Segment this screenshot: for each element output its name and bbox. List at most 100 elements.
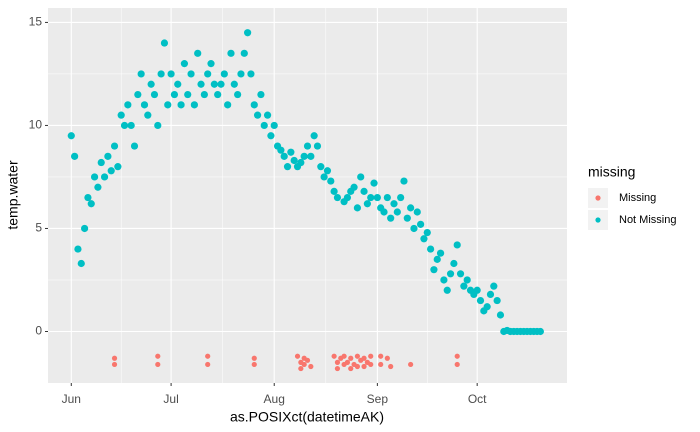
point [334,365,341,372]
point [344,359,351,365]
legend-label: Not Missing [619,214,676,226]
point [410,224,418,233]
point [450,259,458,268]
point [97,158,105,167]
point [220,70,228,78]
point [230,80,238,88]
point [180,60,189,68]
point [363,200,371,208]
point [304,357,311,363]
point [343,193,352,202]
legend-title: missing [588,164,635,180]
point [323,167,332,175]
point [134,90,142,99]
x-axis-title: as.POSIXct(datetimeAK) [230,409,384,425]
point [368,361,374,368]
point [443,286,451,294]
point [214,90,222,99]
point [71,152,79,160]
point [74,245,82,253]
point [247,70,255,78]
point [483,303,491,311]
point [308,363,314,370]
point [348,355,354,361]
y-tick-label: 15 [29,15,43,29]
point [174,80,182,88]
point [348,365,354,372]
point [197,80,205,88]
point [327,177,335,185]
point [234,90,242,99]
point [387,214,395,222]
point [267,132,275,140]
point [298,365,304,372]
point [436,249,445,257]
point [100,173,109,181]
point [301,361,307,368]
x-tick-label: Aug [264,392,285,406]
point [294,353,301,359]
point [290,156,298,165]
point [260,121,268,130]
point [393,208,401,216]
point [187,70,195,78]
point [170,90,179,99]
point [333,193,342,202]
point [244,29,252,37]
point [270,121,278,130]
legend-symbol [595,195,601,201]
point [317,163,325,171]
point [114,163,122,171]
point [67,132,75,140]
legend-label: Missing [619,192,656,204]
point [154,121,162,130]
point [460,282,468,290]
point [496,311,505,319]
point [217,80,225,88]
point [224,101,232,109]
point [150,90,159,99]
point [360,187,368,195]
point [147,80,155,88]
point [117,111,125,119]
point [137,70,145,78]
point [456,270,465,278]
point [400,177,408,185]
point [331,353,337,359]
point [200,90,208,99]
point [80,224,89,233]
point [127,121,135,130]
point [177,101,185,109]
point [378,353,384,359]
point [110,142,119,150]
point [370,179,378,187]
point [94,183,102,191]
point [207,60,215,68]
y-tick-label: 0 [35,324,42,338]
legend-symbol [595,217,601,223]
point [426,245,435,253]
point [77,259,85,268]
point [205,361,211,368]
point [111,355,118,361]
point [334,359,341,365]
point [237,70,245,78]
point [303,142,312,150]
point [446,270,455,278]
point [413,208,421,216]
y-tick-label: 10 [29,118,43,132]
point [388,363,394,370]
point [473,286,481,294]
point [104,152,112,160]
point [454,361,460,368]
point [440,276,448,284]
x-tick-label: Jun [62,392,81,406]
point [407,204,415,212]
point [87,200,95,208]
x-tick-label: Jul [163,392,178,406]
point [454,353,460,359]
point [373,193,381,202]
point [84,193,92,202]
point [476,296,485,305]
point [287,148,295,156]
